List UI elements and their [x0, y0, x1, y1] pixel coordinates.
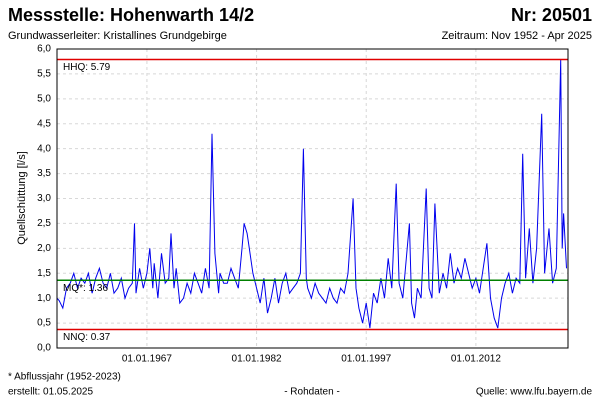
reference-label: NNQ: 0.37	[63, 332, 111, 343]
chart-title: Messstelle: Hohenwarth 14/2	[8, 5, 254, 25]
reference-label: HHQ: 5.79	[63, 62, 111, 73]
x-tick-label: 01.01.1997	[341, 354, 391, 365]
plot-frame	[56, 48, 569, 349]
y-tick-label: 1,0	[37, 293, 51, 304]
y-tick-label: 2,5	[37, 218, 51, 229]
x-tick-label: 01.01.1982	[232, 354, 282, 365]
y-tick-label: 2,0	[37, 243, 51, 254]
y-tick-label: 0,0	[37, 343, 51, 354]
y-tick-label: 5,5	[37, 69, 51, 80]
y-tick-label: 5,0	[37, 93, 51, 104]
reference-label: MQ*: 1.36	[63, 283, 108, 294]
footnote: * Abflussjahr (1952-2023)	[8, 372, 121, 383]
subtitle: Grundwasserleiter: Kristallines Grundgeb…	[8, 30, 227, 42]
station-number: Nr: 20501	[511, 5, 592, 25]
y-tick-label: 3,0	[37, 193, 51, 204]
y-tick-label: 0,5	[37, 318, 51, 329]
y-tick-label: 6,0	[37, 44, 51, 55]
period: Zeitraum: Nov 1952 - Apr 2025	[442, 30, 592, 42]
data-note: - Rohdaten -	[284, 387, 340, 398]
y-tick-label: 4,0	[37, 143, 51, 154]
y-axis-label: Quellschüttung [l/s]	[16, 151, 28, 245]
created-date: erstellt: 01.05.2025	[8, 387, 93, 398]
y-tick-label: 4,5	[37, 118, 51, 129]
data-line	[56, 59, 567, 329]
x-tick-label: 01.01.2012	[451, 354, 501, 365]
y-tick-label: 1,5	[37, 268, 51, 279]
y-tick-label: 3,5	[37, 168, 51, 179]
source-link[interactable]: Quelle: www.lfu.bayern.de	[476, 387, 593, 398]
x-tick-label: 01.01.1967	[122, 354, 172, 365]
